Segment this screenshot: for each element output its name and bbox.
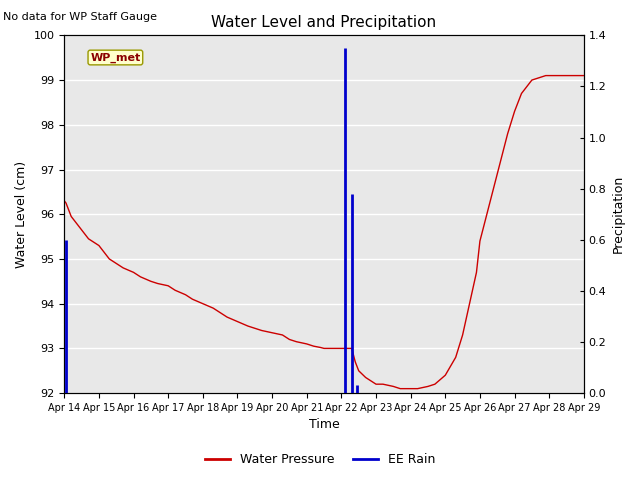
- Text: WP_met: WP_met: [90, 52, 141, 63]
- Legend: Water Pressure, EE Rain: Water Pressure, EE Rain: [200, 448, 440, 471]
- X-axis label: Time: Time: [308, 419, 339, 432]
- Text: No data for WP Staff Gauge: No data for WP Staff Gauge: [3, 12, 157, 22]
- Title: Water Level and Precipitation: Water Level and Precipitation: [211, 15, 436, 30]
- Y-axis label: Water Level (cm): Water Level (cm): [15, 161, 28, 268]
- Y-axis label: Precipitation: Precipitation: [612, 175, 625, 253]
